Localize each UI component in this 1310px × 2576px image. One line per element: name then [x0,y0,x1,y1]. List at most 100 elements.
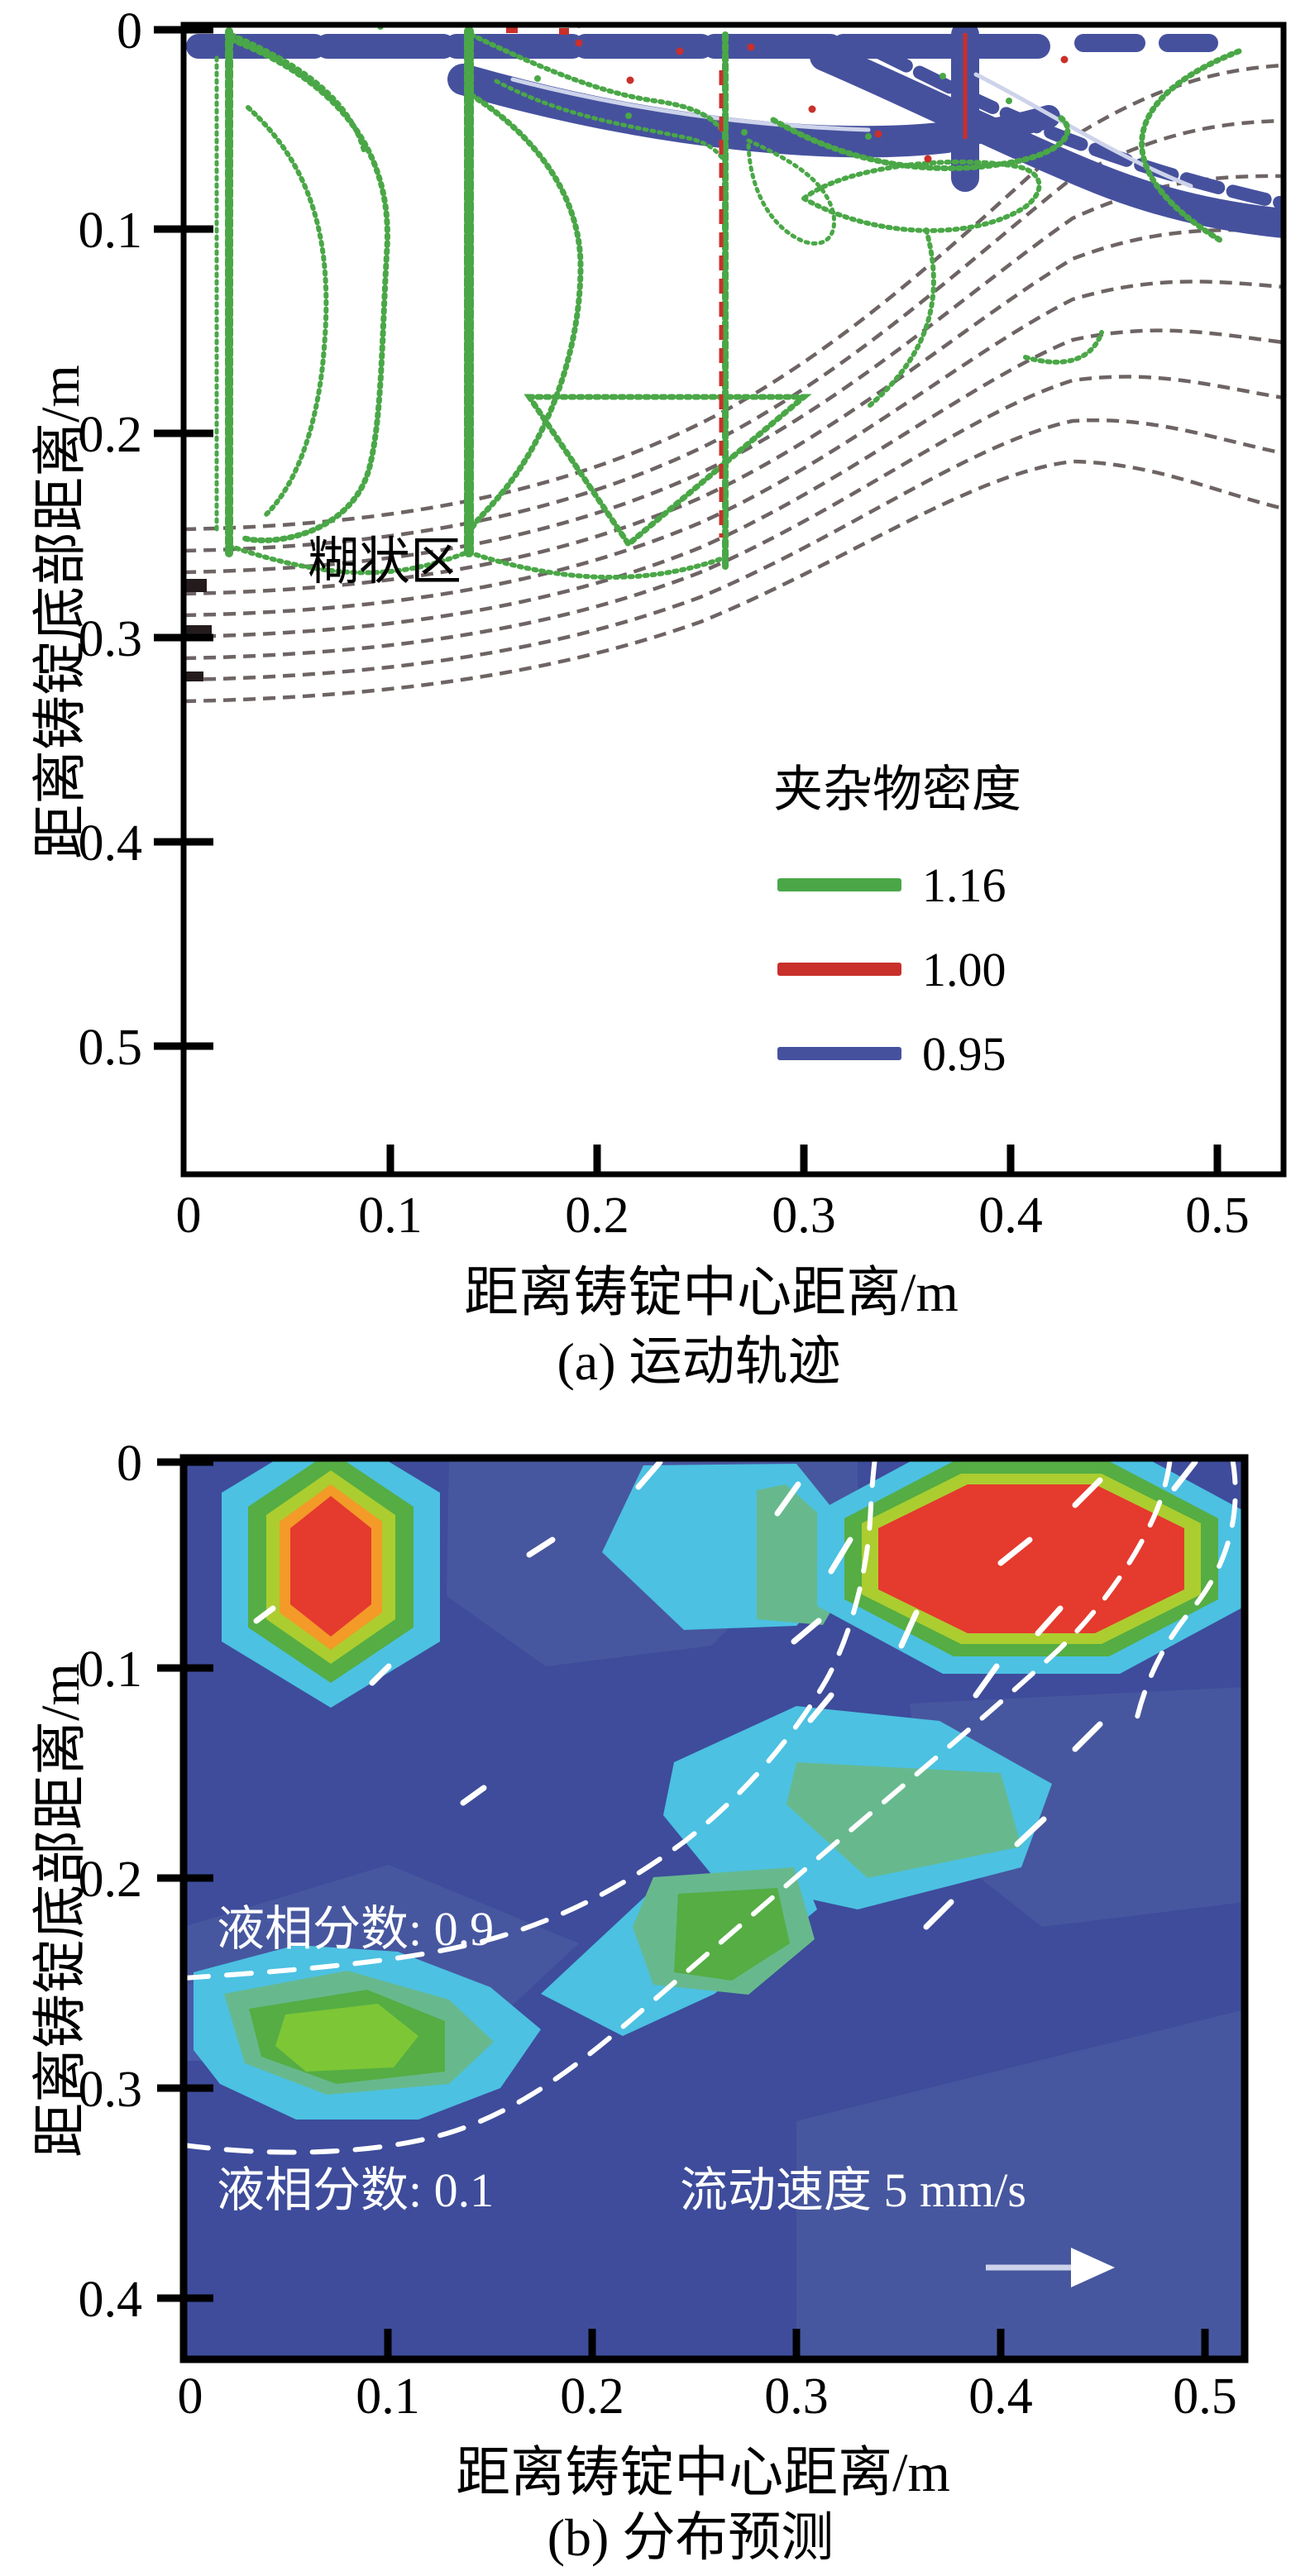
liquid-fraction-0-1-label: 液相分数: 0.1 [217,2163,494,2217]
green-dot [741,129,748,136]
x-tick-label: 0.2 [565,1188,629,1244]
y-tick-label: 0.2 [79,407,143,463]
velocity-vector [791,1618,822,1645]
panel-b-caption: (b) 分布预测 [547,2508,834,2567]
velocity-vector [253,1605,276,1624]
red-dot [626,76,634,84]
y-tick-label: 0.1 [79,203,143,259]
y-tick-label: 0.1 [79,1642,143,1698]
x-tick-label: 0.4 [978,1188,1043,1244]
hotspot-mid-teal [786,1762,1021,1878]
mushy-zone-contour-band [184,63,1284,704]
hotspot-upper-left [222,1458,440,1708]
green-dot [1006,98,1012,104]
red-dot [575,39,583,47]
green-dot [534,75,541,82]
green-small-loop [746,137,837,246]
green-loop [246,105,329,517]
panel-a-caption: (a) 运动轨迹 [557,1332,840,1391]
red-dot [924,155,932,163]
trajectories-green-1-16 [214,26,1242,580]
velocity-vector [774,1481,801,1517]
liquid-fraction-contours [184,1458,1238,2155]
legend-value-green: 1.16 [922,858,1006,912]
green-specks [377,25,1012,140]
green-bottom-arc [466,550,728,580]
legend-swatch-blue [777,1047,901,1060]
panel-b: 液相分数: 0.9 液相分数: 0.1 流动速度 5 mm/s 0 0.1 [31,1436,1249,2567]
liquid-fraction-0-9-label: 液相分数: 0.9 [217,1902,494,1956]
flow-velocity-label: 流动速度 5 mm/s [680,2163,1026,2217]
green-arc [229,32,366,153]
velocity-vector [807,1692,834,1723]
panel-b-ticks [157,1458,1209,2357]
y-tick-label: 0 [117,3,142,60]
velocity-scale-arrow [986,2248,1115,2287]
panel-b-x-axis-label: 距离铸锭中心距离/m [456,2443,950,2503]
legend-swatch-green [777,878,901,891]
velocity-vector [923,1899,954,1930]
red-dot [747,43,755,51]
blue-band-highlight [973,72,1193,189]
velocity-vector [526,1537,556,1558]
panel-a-y-axis-label: 距离铸锭底部距离/m [31,365,91,859]
red-dot [874,130,882,138]
trajectories-blue-0-95 [186,25,1284,238]
velocity-vector [1072,1721,1103,1752]
panel-a-frame [180,22,1287,1178]
x-tick-label: 0.1 [358,1188,423,1244]
x-tick-label: 0.2 [560,2368,624,2425]
panel-b-frame [179,1454,1249,2363]
y-tick-label: 0.4 [79,815,143,872]
blue-diagonal-edge [870,45,1284,210]
mushy-contour-line [184,375,1284,661]
y-tick-label: 0.4 [79,2272,143,2328]
red-dots [506,26,1069,163]
green-arc [494,79,728,165]
y-tick-label: 0.5 [79,1020,143,1076]
red-dot [808,105,816,113]
panel-b-x-tick-labels: 0 0.1 0.2 0.3 0.4 0.5 [178,2368,1237,2425]
x-tick-label: 0 [176,1188,202,1244]
velocity-vector [1035,1605,1064,1637]
y-tick-label: 0.2 [79,1852,143,1908]
blue-sweep-band [447,64,963,158]
x-tick-label: 0.5 [1185,1188,1250,1244]
x-tick-label: 0.1 [356,2368,420,2425]
velocity-vector [1014,1816,1047,1847]
hotspot-lower-left [194,1945,541,2120]
panel-a-legend: 夹杂物密度 1.16 1.00 0.95 [773,762,1021,1081]
mushy-contour-line [184,118,1284,553]
velocity-vector [460,1785,487,1806]
mushy-contour-line [184,227,1284,596]
contour-level-red [290,1496,371,1637]
green-right-bulge [1139,48,1242,245]
panel-a: 糊状区 夹杂物密度 1.16 1.00 0.95 [31,3,1287,1391]
velocity-vector [828,1537,853,1575]
panel-a-plot-area [184,25,1284,1174]
x-tick-label: 0.3 [764,2368,829,2425]
contour-level-red [878,1484,1184,1633]
green-triangle-loop [524,394,812,549]
mushy-contour-line [184,63,1284,532]
legend-swatch-red [777,963,901,976]
green-arc [469,32,728,136]
red-dot [1060,55,1069,64]
panel-b-y-tick-labels: 0 0.1 0.2 0.3 0.4 [79,1436,143,2328]
x-tick-label: 0.5 [1173,2368,1237,2425]
x-tick-label: 0.3 [772,1188,836,1244]
liquid-fraction-0-1-contour [184,1458,1173,2155]
panel-a-y-tick-labels: 0 0.1 0.2 0.3 0.4 0.5 [79,3,143,1076]
green-dot [939,73,946,79]
velocity-vector [973,1663,1000,1699]
mushy-contour-line [184,459,1284,704]
red-dot [676,47,684,55]
mushy-contour-line [184,328,1284,639]
green-tail [868,227,936,408]
liquid-fraction-0-9-contour [184,1458,877,1981]
panel-b-y-axis-label: 距离铸锭底部距离/m [31,1663,91,2158]
legend-value-blue: 0.95 [922,1027,1006,1081]
velocity-vector [997,1537,1033,1566]
